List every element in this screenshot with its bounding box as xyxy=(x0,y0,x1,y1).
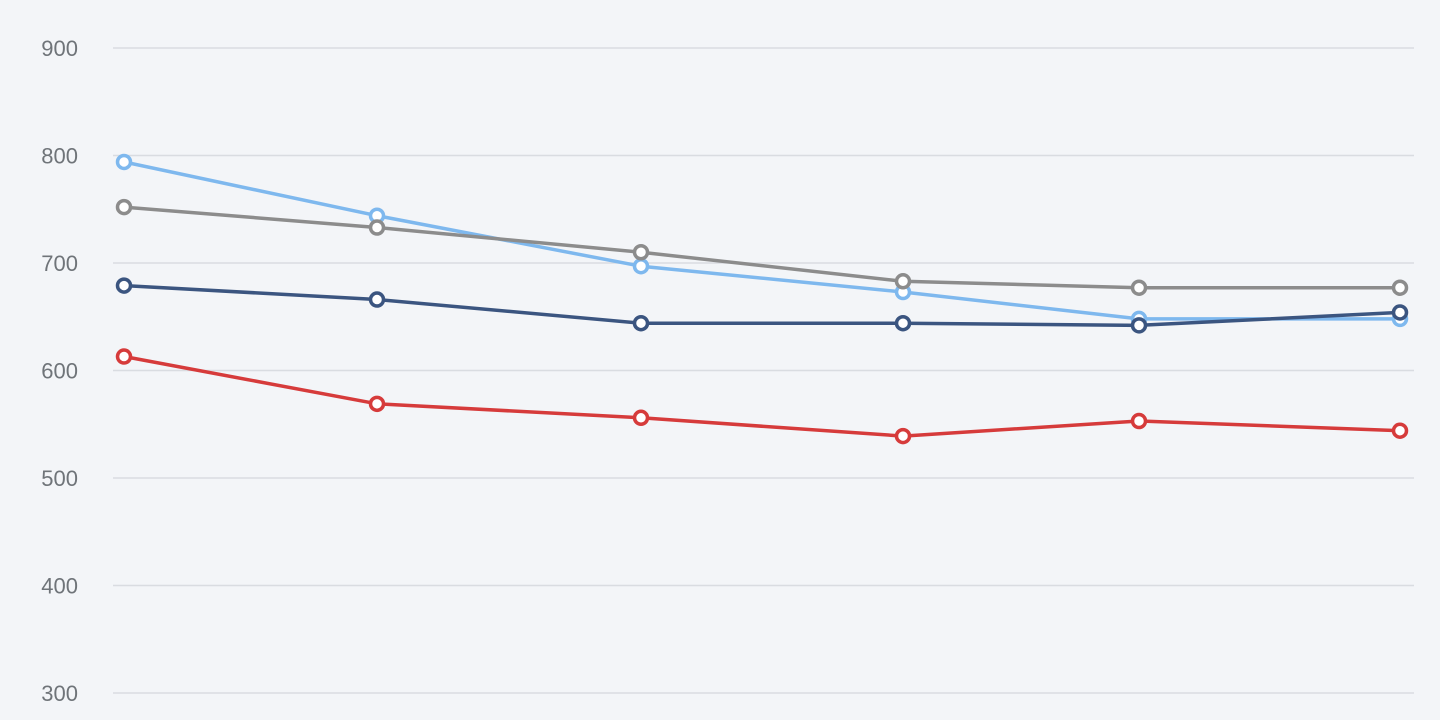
data-point-s2-6[interactable] xyxy=(1391,279,1409,296)
grid-lines xyxy=(113,47,1414,694)
y-tick-label: 600 xyxy=(41,359,78,384)
data-point-s2-3[interactable] xyxy=(632,244,650,261)
series-line-2 xyxy=(122,205,1402,290)
series-line-4 xyxy=(122,354,1402,438)
y-tick-label: 800 xyxy=(41,144,78,169)
data-point-s2-2[interactable] xyxy=(368,219,386,236)
data-point-s4-1[interactable] xyxy=(115,348,133,365)
y-tick-label: 500 xyxy=(41,466,78,491)
series-points xyxy=(115,153,1409,445)
data-point-s4-4[interactable] xyxy=(894,427,912,445)
data-point-s3-4[interactable] xyxy=(894,314,912,332)
data-point-s1-1[interactable] xyxy=(115,153,133,171)
data-point-s3-6[interactable] xyxy=(1391,304,1409,321)
data-point-s2-1[interactable] xyxy=(115,198,133,216)
data-point-s3-1[interactable] xyxy=(115,277,133,294)
series-line-1 xyxy=(122,160,1402,321)
data-point-s3-5[interactable] xyxy=(1130,317,1148,334)
data-point-s1-3[interactable] xyxy=(632,257,650,275)
y-tick-label: 300 xyxy=(41,681,78,706)
y-tick-label: 700 xyxy=(41,251,78,276)
y-axis-tick-labels: 300 400 500 600 700 800 900 xyxy=(41,36,78,706)
data-point-s4-6[interactable] xyxy=(1391,422,1409,439)
data-point-s3-3[interactable] xyxy=(632,314,650,332)
data-point-s4-5[interactable] xyxy=(1130,412,1148,430)
series-line-3 xyxy=(122,283,1402,328)
y-tick-label: 400 xyxy=(41,574,78,599)
series-lines xyxy=(122,160,1402,438)
y-tick-label: 900 xyxy=(41,36,78,61)
data-point-s2-5[interactable] xyxy=(1130,279,1148,296)
data-point-s2-4[interactable] xyxy=(894,273,912,290)
data-point-s4-3[interactable] xyxy=(632,409,650,427)
data-point-s3-2[interactable] xyxy=(368,291,386,308)
data-point-s4-2[interactable] xyxy=(368,395,386,413)
